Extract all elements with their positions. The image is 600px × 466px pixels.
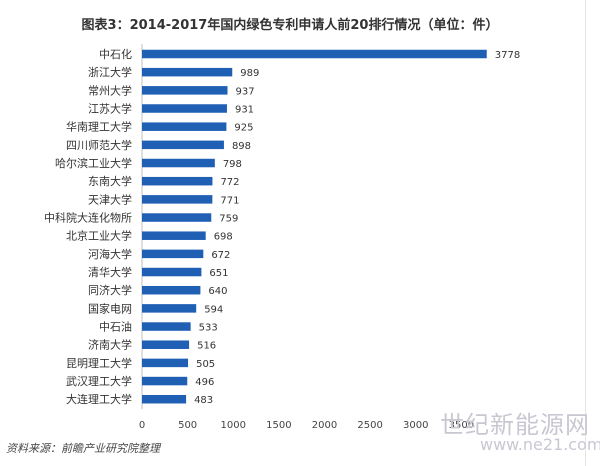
bar-chart: 中石化 3778 浙江大学 989 常州大学 937 江苏大学 931 华南理工大学 925 四川师… xyxy=(44,44,520,431)
category-label: 河海大学 xyxy=(88,247,132,261)
data-label: 759 xyxy=(219,214,238,225)
bar-18 xyxy=(142,358,189,368)
bar-11 xyxy=(142,231,206,240)
category-label: 北京工业大学 xyxy=(66,229,132,243)
x-tick-label: 500 xyxy=(178,420,197,431)
bar-13 xyxy=(142,267,202,277)
chart-title: 图表3：2014-2017年国内绿色专利申请人前20排行情况（单位：件） xyxy=(81,18,499,33)
source-note: 资料来源：前瞻产业研究院整理 xyxy=(6,442,160,455)
bar-16 xyxy=(142,322,191,331)
data-label: 925 xyxy=(234,123,253,134)
bar-10 xyxy=(142,213,212,222)
category-label: 同济大学 xyxy=(88,283,132,297)
data-label: 516 xyxy=(197,341,216,352)
x-tick-label: 3000 xyxy=(403,420,428,431)
watermark-logo: 世纪新能源网 xyxy=(440,411,590,439)
category-label: 哈尔滨工业大学 xyxy=(55,156,132,170)
data-label: 672 xyxy=(211,250,230,261)
bar-5 xyxy=(142,122,227,131)
data-label: 698 xyxy=(214,232,233,243)
data-label: 772 xyxy=(220,177,239,188)
bar-9 xyxy=(142,195,213,204)
bar-20 xyxy=(142,394,187,404)
data-label: 3778 xyxy=(495,50,520,61)
category-label: 四川师范大学 xyxy=(66,138,132,152)
bar-7 xyxy=(142,158,215,168)
data-label: 594 xyxy=(204,304,223,315)
data-label: 651 xyxy=(209,268,228,279)
data-label: 496 xyxy=(195,377,214,388)
data-label: 898 xyxy=(232,141,251,152)
bar-15 xyxy=(142,304,197,313)
category-label: 武汉理工大学 xyxy=(66,374,132,388)
watermark-url: www.ne21.com xyxy=(480,435,600,454)
category-label: 中石化 xyxy=(99,47,132,61)
category-label: 清华大学 xyxy=(88,265,132,279)
bar-19 xyxy=(142,376,188,386)
data-label: 483 xyxy=(194,395,213,406)
data-label: 533 xyxy=(199,323,218,334)
category-label: 国家电网 xyxy=(88,301,132,315)
data-label: 989 xyxy=(240,68,259,79)
bar-14 xyxy=(142,285,201,295)
bar-17 xyxy=(142,340,190,349)
bar-3 xyxy=(142,86,228,95)
bar-2 xyxy=(142,67,233,77)
bar-6 xyxy=(142,140,224,150)
data-label: 937 xyxy=(236,86,255,97)
category-label: 昆明理工大学 xyxy=(66,356,132,370)
category-label: 常州大学 xyxy=(88,83,132,97)
bar-12 xyxy=(142,249,204,259)
bar-4 xyxy=(142,104,227,113)
category-label: 中科院大连化物所 xyxy=(44,211,132,225)
category-label: 浙江大学 xyxy=(88,65,132,79)
right-border-line xyxy=(585,0,586,466)
category-label: 济南大学 xyxy=(88,338,132,352)
x-tick-label: 1500 xyxy=(266,420,291,431)
bar-8 xyxy=(142,176,213,186)
category-label: 大连理工大学 xyxy=(66,392,132,406)
data-label: 931 xyxy=(235,105,254,116)
category-label: 东南大学 xyxy=(88,174,132,188)
x-tick-label: 3500 xyxy=(449,420,474,431)
category-label: 中石油 xyxy=(99,320,132,334)
data-label: 771 xyxy=(220,195,239,206)
data-label: 505 xyxy=(196,359,215,370)
category-label: 江苏大学 xyxy=(88,102,132,116)
x-tick-label: 1000 xyxy=(221,420,246,431)
data-label: 798 xyxy=(223,159,242,170)
category-label: 华南理工大学 xyxy=(66,120,132,134)
bar-1 xyxy=(142,49,487,59)
x-tick-label: 2500 xyxy=(357,420,382,431)
data-label: 640 xyxy=(208,286,227,297)
category-label: 天津大学 xyxy=(88,192,132,206)
x-tick-label: 2000 xyxy=(312,420,337,431)
x-tick-label: 0 xyxy=(139,420,145,431)
